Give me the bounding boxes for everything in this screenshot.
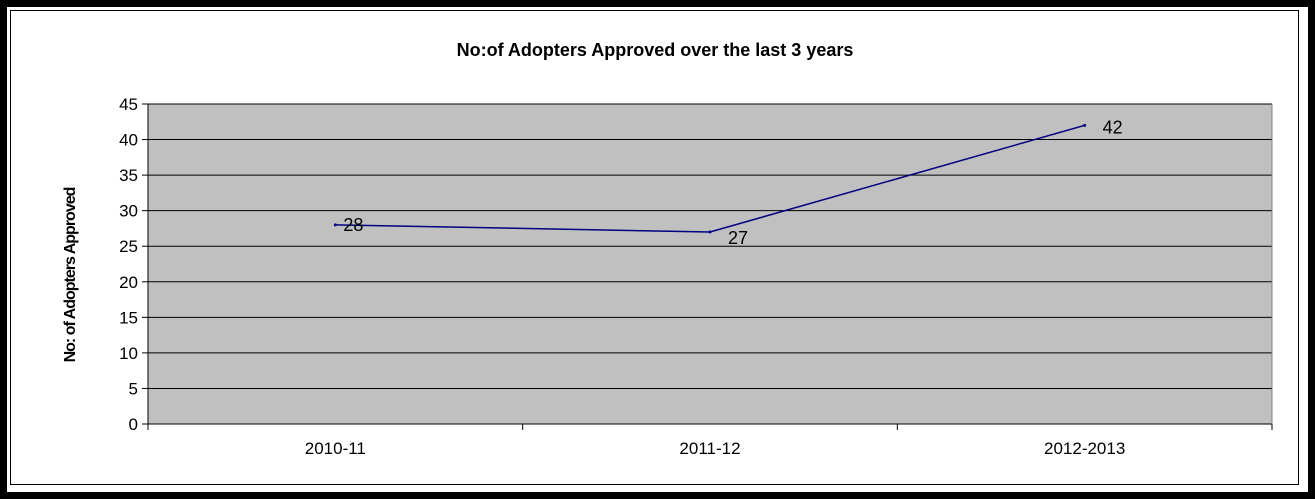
data-point xyxy=(1083,123,1087,127)
y-tick-label: 10 xyxy=(119,344,138,363)
y-tick-label: 35 xyxy=(119,166,138,185)
y-tick-label: 5 xyxy=(129,379,138,398)
y-tick-label: 40 xyxy=(119,131,138,150)
data-label: 42 xyxy=(1103,117,1123,137)
plot-area: 0 5 10 15 20 25 30 35 40 45 2010-11 2011-12 2012-201… xyxy=(119,95,1273,458)
y-axis-title: No: of Adopters Approved xyxy=(62,187,79,362)
y-tick-label: 30 xyxy=(119,202,138,221)
chart-title: No:of Adopters Approved over the last 3 … xyxy=(457,40,854,60)
x-tick-label: 2012-2013 xyxy=(1044,439,1125,458)
y-tick-label: 45 xyxy=(119,95,138,114)
plot-background xyxy=(148,104,1272,424)
data-label: 27 xyxy=(728,228,748,248)
y-tick-label: 0 xyxy=(129,415,138,434)
y-tick-label: 15 xyxy=(119,308,138,327)
y-tick-label: 25 xyxy=(119,237,138,256)
data-point xyxy=(333,223,337,227)
data-label: 28 xyxy=(343,215,363,235)
data-point xyxy=(708,230,712,234)
x-tick-label: 2011-12 xyxy=(679,439,740,458)
y-tick-label: 20 xyxy=(119,273,138,292)
x-tick-label: 2010-11 xyxy=(305,439,366,458)
